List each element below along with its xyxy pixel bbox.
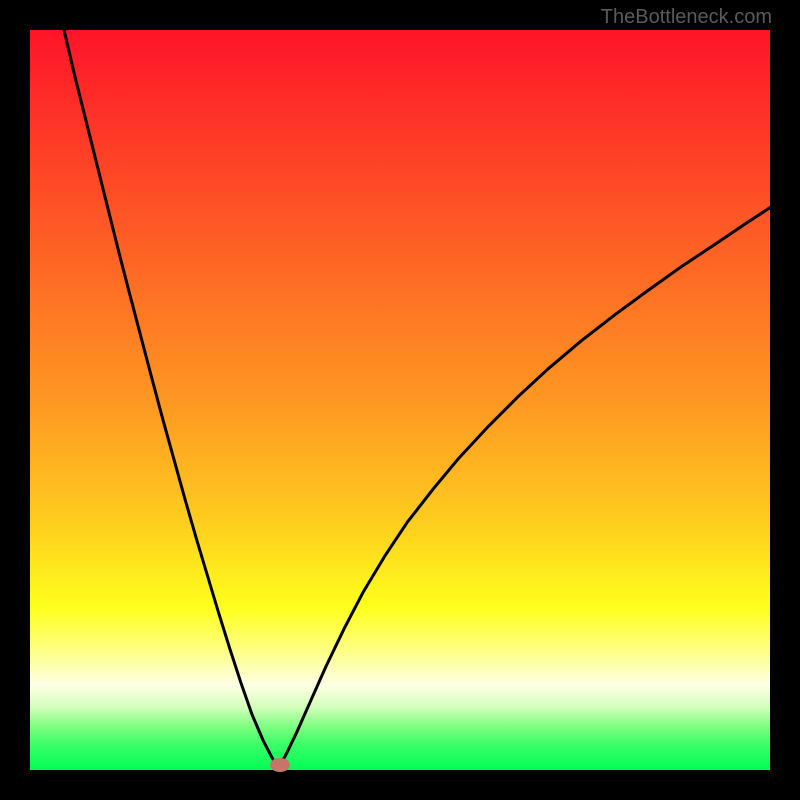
plot-area bbox=[30, 30, 770, 770]
bottleneck-curve bbox=[30, 30, 770, 770]
attribution-text: TheBottleneck.com bbox=[601, 6, 772, 29]
chart-container: { "canvas": { "width": 800, "height": 80… bbox=[0, 0, 800, 800]
optimal-point-marker bbox=[270, 758, 290, 772]
